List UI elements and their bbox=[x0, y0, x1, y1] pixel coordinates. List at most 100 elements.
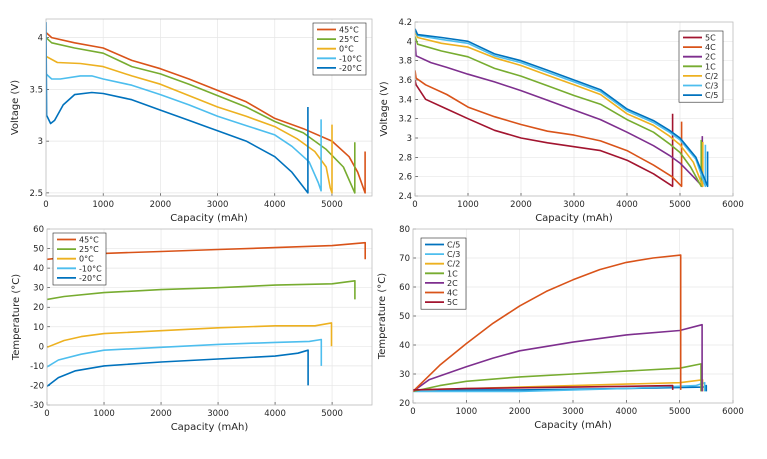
legend-label: 1C bbox=[447, 269, 458, 278]
series-line--20°C bbox=[47, 349, 309, 388]
y-tick-label: 70 bbox=[399, 254, 410, 264]
legend-label: -20°C bbox=[339, 64, 362, 73]
x-tick-label: 0 bbox=[410, 407, 415, 417]
axes-box bbox=[414, 21, 734, 197]
series-line-1C bbox=[413, 363, 702, 393]
y-tick-label: 10 bbox=[33, 323, 44, 333]
x-tick-label: 6000 bbox=[722, 200, 744, 210]
legend-label: 5C bbox=[447, 298, 458, 307]
y-tick-label: 3 bbox=[38, 137, 43, 147]
series-line-25°C bbox=[47, 280, 356, 301]
series-line-4C bbox=[413, 254, 682, 392]
y-tick-label: 60 bbox=[399, 283, 410, 293]
y-tick-label: 4 bbox=[407, 37, 412, 47]
y-tick-label: 50 bbox=[399, 312, 410, 322]
series-line-45°C bbox=[46, 31, 366, 194]
y-tick-label: 30 bbox=[33, 284, 44, 294]
subplot-4: 0 1000 2000 3000 4000 5000 6000 20 30 40 50 60 70 80 C… bbox=[377, 225, 744, 431]
y-tick-label: 2.8 bbox=[398, 153, 412, 163]
x-tick-label: 1000 bbox=[92, 200, 114, 210]
x-tick-label: 5000 bbox=[321, 409, 343, 419]
subplot-1: 0 1000 2000 3000 4000 5000 2.5 3 3.5 4 Capacity (m… bbox=[10, 18, 373, 224]
series-line-5C bbox=[413, 384, 674, 391]
legend-label: 45°C bbox=[339, 26, 359, 35]
legend-label: C/5 bbox=[447, 241, 460, 250]
legend-label: -10°C bbox=[339, 54, 362, 63]
x-tick-label: 6000 bbox=[722, 407, 744, 417]
series-line--10°C bbox=[47, 338, 323, 368]
x-tick-label: 4000 bbox=[616, 407, 638, 417]
y-tick-label: 3 bbox=[407, 134, 412, 144]
series-line-1C bbox=[415, 36, 702, 188]
legend-label: C/5 bbox=[705, 91, 718, 100]
legend: 45°C25°C0°C-10°C-20°C bbox=[312, 22, 367, 76]
y-tick-label: 3.6 bbox=[398, 76, 412, 86]
x-tick-label: 2000 bbox=[510, 200, 532, 210]
legend-label: 5C bbox=[705, 34, 716, 43]
legend-label: C/2 bbox=[447, 260, 460, 269]
legend-label: 25°C bbox=[79, 245, 99, 254]
x-tick-label: 2000 bbox=[150, 200, 172, 210]
x-tick-label: 0 bbox=[44, 409, 49, 419]
x-tick-label: 1000 bbox=[457, 200, 479, 210]
y-tick-label: 0 bbox=[39, 342, 44, 352]
x-tick-label: 5000 bbox=[669, 407, 691, 417]
series-line-0°C bbox=[47, 322, 333, 349]
y-tick-label: 2.5 bbox=[29, 189, 43, 199]
y-tick-label: 3.4 bbox=[398, 95, 412, 105]
axes-box bbox=[45, 18, 373, 197]
series-line--20°C bbox=[46, 22, 309, 194]
legend-label: -20°C bbox=[79, 274, 102, 283]
y-tick-label: 30 bbox=[399, 370, 410, 380]
legend-label: -10°C bbox=[79, 264, 102, 273]
axes-box bbox=[412, 228, 734, 404]
x-tick-label: 5000 bbox=[321, 200, 343, 210]
legend: 45°C25°C0°C-10°C-20°C bbox=[52, 232, 107, 286]
series-line-2C bbox=[413, 323, 703, 393]
x-axis-label: Capacity (mAh) bbox=[171, 422, 249, 433]
y-tick-label: 3.8 bbox=[398, 57, 412, 67]
series-line-0°C bbox=[46, 55, 333, 194]
y-axis-label: Temperature (°C) bbox=[377, 273, 388, 360]
y-axis-label: Voltage (V) bbox=[379, 81, 390, 136]
series-line-2C bbox=[415, 41, 704, 188]
x-axis-label: Capacity (mAh) bbox=[534, 420, 612, 431]
y-tick-label: 20 bbox=[33, 303, 44, 313]
y-tick-label: 50 bbox=[33, 245, 44, 255]
legend-label: C/3 bbox=[705, 82, 718, 91]
legend-label: 1C bbox=[705, 62, 716, 71]
series-line-C/5 bbox=[415, 28, 709, 188]
legend-label: 0°C bbox=[79, 255, 94, 264]
x-tick-label: 4000 bbox=[264, 200, 286, 210]
legend-label: 2C bbox=[705, 53, 716, 62]
x-tick-label: 2000 bbox=[150, 409, 172, 419]
legend-label: 4C bbox=[705, 43, 716, 52]
legend-label: 2C bbox=[447, 279, 458, 288]
x-tick-label: 3000 bbox=[207, 200, 229, 210]
series-line-C/2 bbox=[415, 31, 704, 188]
y-tick-label: 60 bbox=[33, 225, 44, 235]
legend-label: 25°C bbox=[339, 35, 359, 44]
x-tick-label: 4000 bbox=[616, 200, 638, 210]
y-tick-label: 4.2 bbox=[398, 18, 412, 28]
y-axis-label: Voltage (V) bbox=[10, 80, 21, 135]
y-tick-label: 40 bbox=[399, 341, 410, 351]
y-axis-label: Temperature (°C) bbox=[11, 274, 22, 361]
legend-label: 4C bbox=[447, 289, 458, 298]
x-tick-label: 0 bbox=[43, 200, 48, 210]
y-tick-label: 20 bbox=[399, 399, 410, 409]
x-tick-label: 1000 bbox=[456, 407, 478, 417]
y-tick-label: 4 bbox=[38, 34, 43, 44]
y-tick-label: -30 bbox=[30, 401, 44, 411]
legend-label: C/2 bbox=[705, 72, 718, 81]
x-tick-label: 3000 bbox=[562, 407, 584, 417]
series-line-25°C bbox=[46, 37, 356, 194]
series-line-5C bbox=[415, 79, 674, 188]
y-tick-label: 3.5 bbox=[29, 85, 43, 95]
x-tick-label: 4000 bbox=[264, 409, 286, 419]
legend-label: C/3 bbox=[447, 250, 460, 259]
x-tick-label: 0 bbox=[412, 200, 417, 210]
series-line-C/5 bbox=[413, 384, 708, 392]
